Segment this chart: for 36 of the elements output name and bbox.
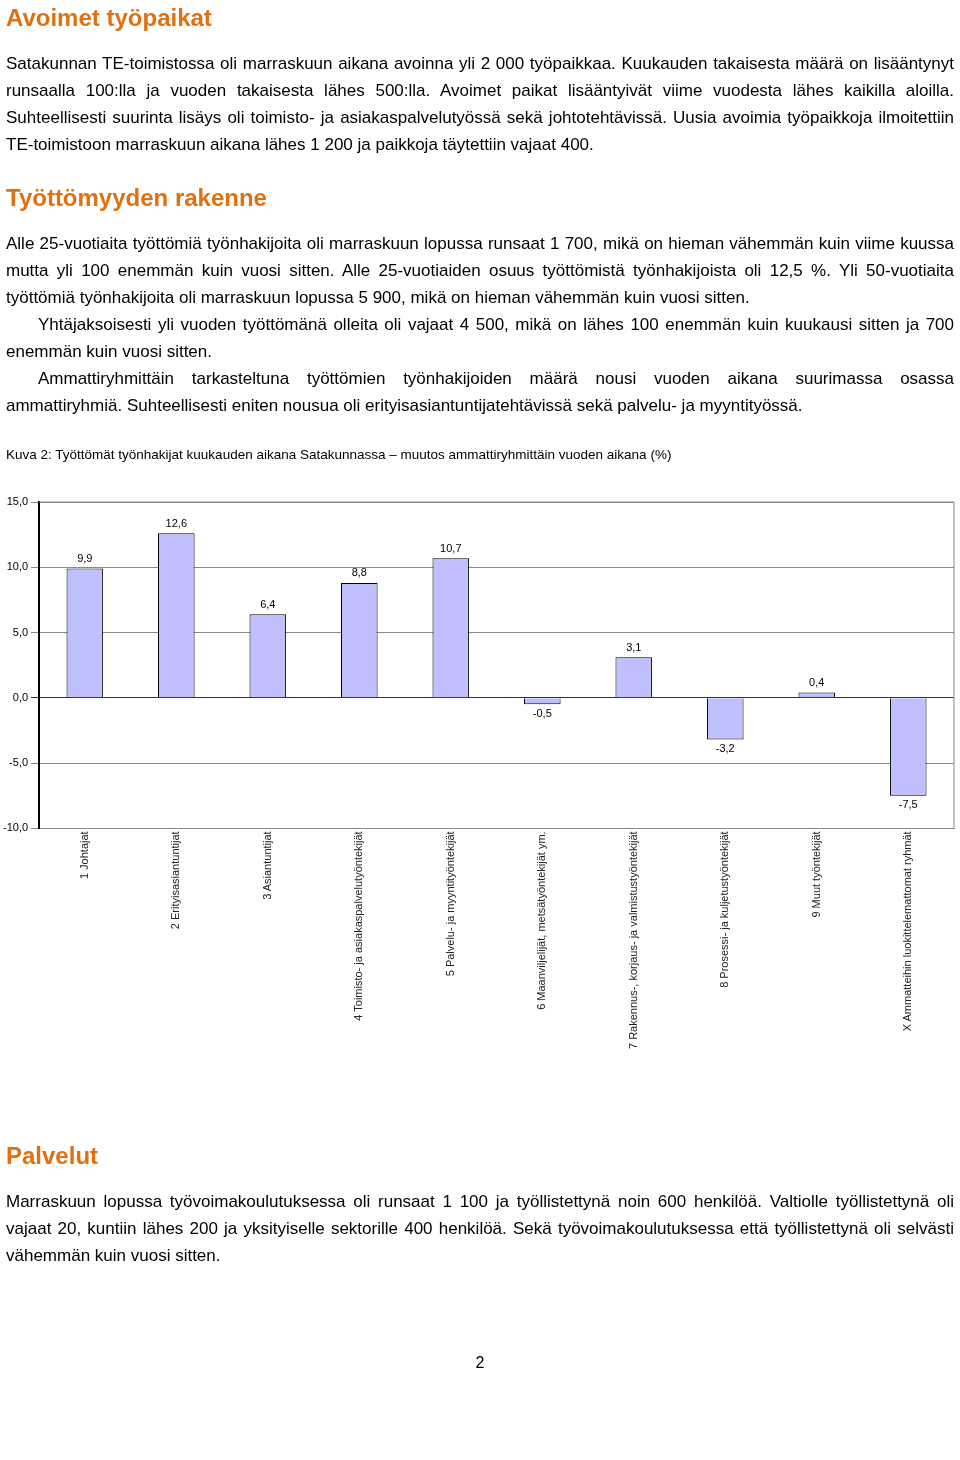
y-tick-label: 5,0: [12, 625, 29, 638]
text: Palvelut: [6, 1142, 100, 1170]
data-label: 3,1: [626, 640, 642, 653]
chart-title: Kuva 2: Työttömät työnhakijat kuukauden aikana Satakunnassa – muutos ammattiryhmittäin vuoden aikana (%): [6, 447, 673, 462]
text: Avoimet työpaikat: [6, 4, 213, 32]
x-tick-label: 8 Prosessi- ja kuljetustyöntekijät: [718, 831, 731, 988]
text: Marraskuun lopussa työvoimakoulutuksessa oli runsaat 1 100 ja työllistettynä noin 600 henkilöä. Valtiolle työllistettynä oli vajaat 20, kuntiin lähes 200 ja yksityiselle sektorille 400 henkilöä. Sekä työvoimakoulutuksessa että työllistettynä oli selvästi vähemmän kuin vuosi sitten.: [6, 1191, 954, 1267]
y-tick-label: 0,0: [12, 690, 29, 703]
x-tick-label: 7 Rakennus-, korjaus- ja valmistustyöntekijät: [626, 831, 639, 1050]
data-label: 10,7: [440, 541, 462, 554]
y-tick-label: 15,0: [6, 495, 29, 508]
data-label: -3,2: [715, 742, 735, 755]
x-tick-label: 5 Palvelu- ja myyntityöntekijät: [443, 831, 456, 977]
y-tick-label: 10,0: [6, 560, 29, 573]
y-tick-label: -10,0: [2, 821, 29, 834]
x-tick-label: 3 Asiantuntijat: [260, 831, 273, 900]
data-label: 9,9: [77, 552, 93, 565]
data-label: 8,8: [351, 566, 367, 579]
data-label: -0,5: [532, 706, 552, 719]
x-tick-label: 6 Maanviljelijät, metsätyöntekijät ym.: [535, 831, 548, 1010]
text: Satakunnan TE-toimistossa oli marraskuun aikana avoinna yli 2 000 työpaikkaa. Kuukauden takaisesta määrä on lisääntynyt runsaalla 100:lla ja vuoden takaisesta lähes 500:lla. Avoimet paikat lisääntyivät viime vuodesta lähes kaikilla aloilla. Suhteellisesti suurinta lisäys oli toimisto- ja asiakaspalvelutyössä sekä johtotehtävissä. Uusia avoimia työpaikkoja ilmoitettiin TE-toimistoon marraskuun aikana lähes 1 200 ja paikkoja täytettiin vajaat 400.: [6, 53, 954, 156]
data-label: 12,6: [165, 516, 188, 529]
y-tick-label: -5,0: [9, 756, 29, 769]
text: Työttömyyden rakenne: [6, 184, 268, 212]
text: Ammattiryhmittäin tarkasteltuna työttömien työnhakijoiden määrä nousi vuoden aikana suurimassa osassa ammattiryhmiä. Suhteellisesti eniten nousua oli erityisasiantuntijatehtävissä sekä palvelu- ja myyntityössä.: [6, 368, 954, 417]
x-tick-label: 4 Toimisto- ja asiakaspalvelutyöntekijät: [352, 831, 365, 1021]
data-label: 6,4: [260, 597, 276, 610]
text: Alle 25-vuotiaita työttömiä työnhakijoita oli marraskuun lopussa runsaat 1 700, mikä on hieman vähemmän kuin viime kuussa mutta yli 100 enemmän kuin vuosi sitten. Alle 25-vuotiaiden osuus työttömistä työnhakijoista oli 12,5 %. Yli 50-vuotiaita työttömiä työnhakijoita oli marraskuun lopussa 5 900, mikä on hieman vähemmän kuin vuosi sitten.: [6, 233, 954, 309]
data-label: -7,5: [898, 798, 918, 811]
x-tick-label: 9 Muut työntekijät: [809, 831, 822, 918]
text: Yhtäjaksoisesti yli vuoden työttömänä olleita oli vajaat 4 500, mikä on lähes 100 enemmän kuin kuukausi sitten ja 700 enemmän kuin vuosi sitten.: [6, 314, 954, 363]
x-tick-label: 1 Johtajat: [77, 831, 90, 880]
x-tick-label: X Ammatteihin luokittelemattomat ryhmät: [901, 831, 914, 1032]
data-label: 0,4: [809, 676, 825, 689]
x-tick-label: 2 Erityisasiantuntijat: [169, 831, 182, 930]
text: 2: [474, 1353, 486, 1373]
